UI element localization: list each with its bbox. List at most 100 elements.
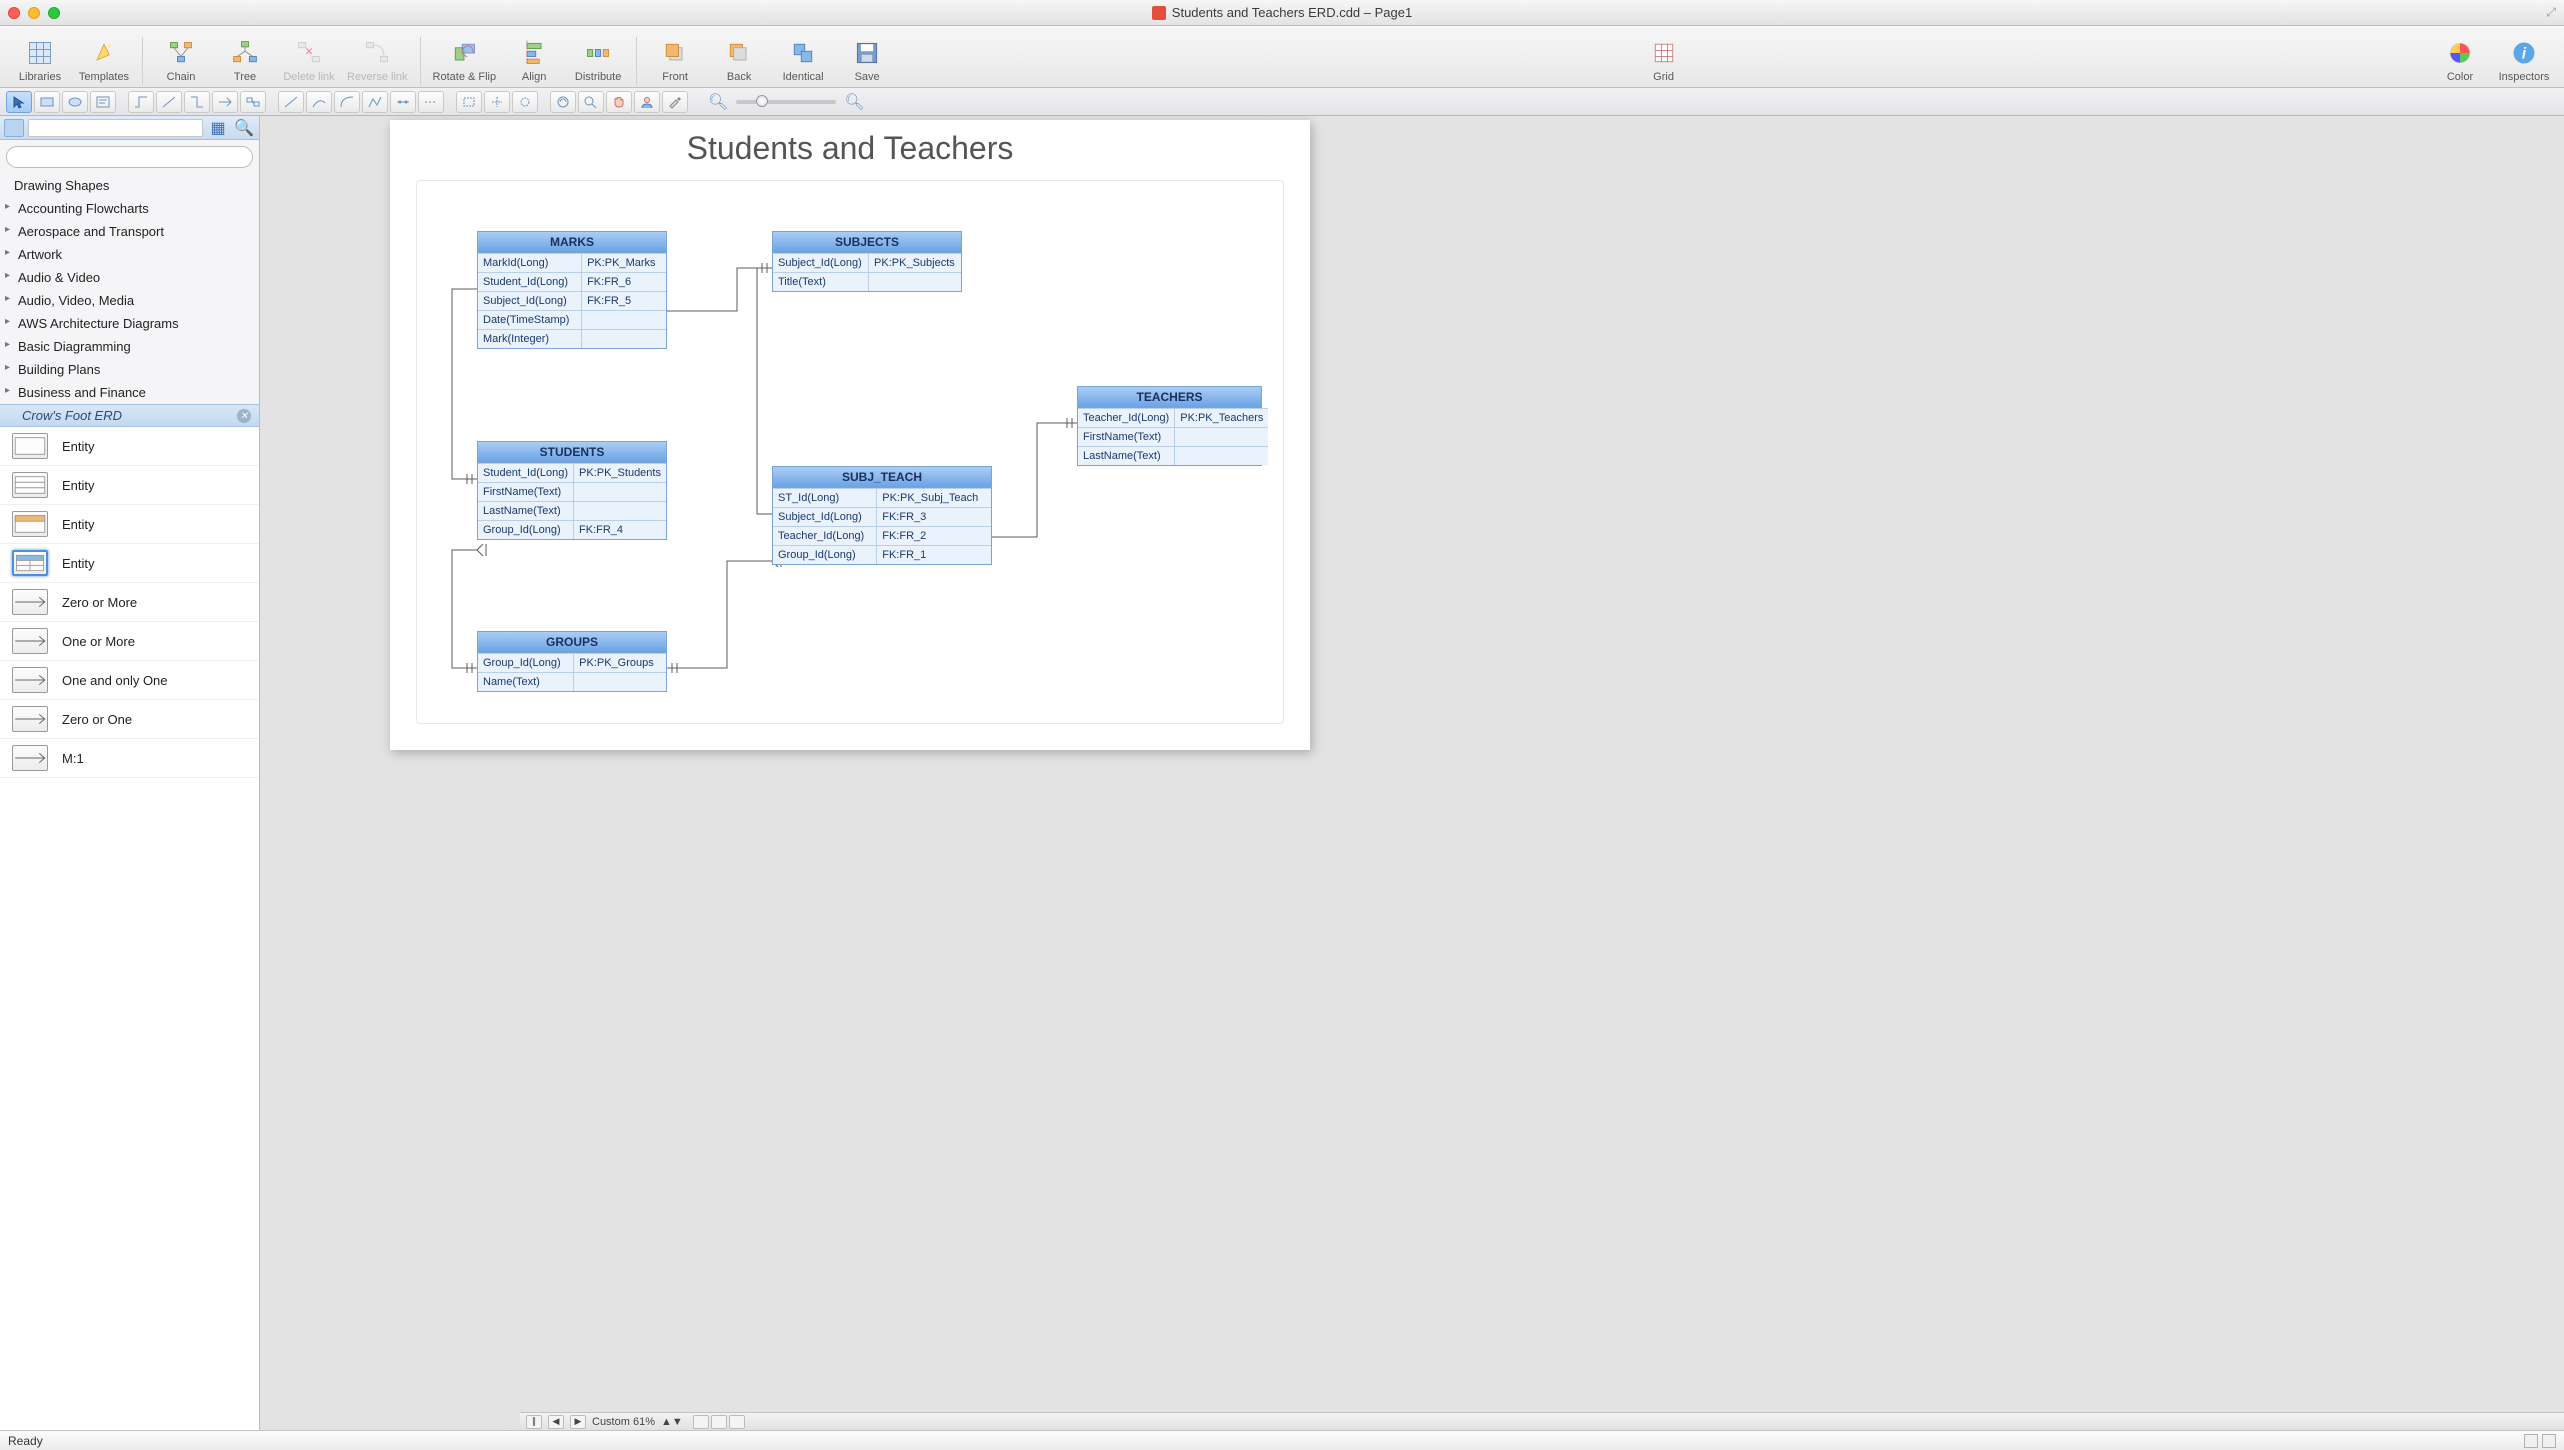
connector-5[interactable] <box>240 91 266 113</box>
snap-tool-1[interactable] <box>456 91 482 113</box>
shape-item[interactable]: One or More <box>0 622 259 661</box>
library-heading: Drawing Shapes <box>0 174 259 197</box>
page-prev-button[interactable]: ◀ <box>548 1415 564 1429</box>
connector-2[interactable] <box>156 91 182 113</box>
distribute-button[interactable]: Distribute <box>568 35 628 85</box>
color-button[interactable]: Color <box>2430 35 2490 85</box>
chain-button[interactable]: Chain <box>151 35 211 85</box>
rotate-flip-button[interactable]: Rotate & Flip <box>429 35 501 85</box>
ellipse-tool[interactable] <box>62 91 88 113</box>
connector-1[interactable] <box>128 91 154 113</box>
library-item[interactable]: Business and Finance <box>0 381 259 404</box>
shape-item[interactable]: Zero or One <box>0 700 259 739</box>
shape-item[interactable]: Zero or More <box>0 583 259 622</box>
statusbar: Ready <box>0 1430 2564 1450</box>
reverse-link-button[interactable]: Reverse link <box>343 35 412 85</box>
erd-key <box>582 311 666 330</box>
shape-item[interactable]: One and only One <box>0 661 259 700</box>
shape-item[interactable]: Entity <box>0 544 259 583</box>
line-tool-6[interactable] <box>418 91 444 113</box>
hand-tool[interactable] <box>606 91 632 113</box>
shape-label: Zero or One <box>62 712 132 727</box>
snap-tool-3[interactable] <box>512 91 538 113</box>
line-tool-4[interactable] <box>362 91 388 113</box>
layout-2[interactable] <box>711 1415 727 1429</box>
align-button[interactable]: Align <box>504 35 564 85</box>
search-icon[interactable]: 🔍 <box>233 119 255 137</box>
grid-view-icon[interactable]: ▦ <box>207 119 229 137</box>
erd-entity-subjects[interactable]: SUBJECTSSubject_Id(Long)PK:PK_SubjectsTi… <box>772 231 962 292</box>
grid-button[interactable]: Grid <box>1634 35 1694 85</box>
identical-button[interactable]: Identical <box>773 35 833 85</box>
library-search-input[interactable] <box>6 146 253 168</box>
connector-4[interactable] <box>212 91 238 113</box>
erd-key: PK:PK_Subjects <box>869 254 961 273</box>
library-item[interactable]: AWS Architecture Diagrams <box>0 312 259 335</box>
close-library-icon[interactable]: ✕ <box>237 409 251 423</box>
picker-tool[interactable] <box>662 91 688 113</box>
library-item[interactable]: Artwork <box>0 243 259 266</box>
canvas[interactable]: Students and Teachers MARKSMarkId(Long)P… <box>260 116 2564 1430</box>
layout-1[interactable] <box>693 1415 709 1429</box>
layout-3[interactable] <box>729 1415 745 1429</box>
line-tool-1[interactable] <box>278 91 304 113</box>
window-title: Students and Teachers ERD.cdd – Page1 <box>0 5 2564 20</box>
pointer-tool[interactable] <box>6 91 32 113</box>
status-icon-2[interactable] <box>2542 1434 2556 1448</box>
erd-entity-marks[interactable]: MARKSMarkId(Long)PK:PK_MarksStudent_Id(L… <box>477 231 667 349</box>
shape-item[interactable]: M:1 <box>0 739 259 778</box>
erd-field: LastName(Text) <box>478 502 574 521</box>
zoom-stepper[interactable]: ▲▼ <box>661 1416 683 1428</box>
zoom-tool[interactable] <box>578 91 604 113</box>
shape-label: One or More <box>62 634 135 649</box>
erd-entity-students[interactable]: STUDENTSStudent_Id(Long)PK:PK_StudentsFi… <box>477 441 667 540</box>
rect-tool[interactable] <box>34 91 60 113</box>
library-item[interactable]: Basic Diagramming <box>0 335 259 358</box>
tree-button[interactable]: Tree <box>215 35 275 85</box>
inspectors-button[interactable]: i Inspectors <box>2494 35 2554 85</box>
back-button[interactable]: Back <box>709 35 769 85</box>
tree-view-icon[interactable] <box>4 119 24 137</box>
front-button[interactable]: Front <box>645 35 705 85</box>
zoom-slider[interactable]: 🔍︎ 🔍︎ <box>708 92 865 112</box>
erd-key: FK:FR_5 <box>582 292 666 311</box>
shape-item[interactable]: Entity <box>0 427 259 466</box>
library-item[interactable]: Building Plans <box>0 358 259 381</box>
libraries-button[interactable]: Libraries <box>10 35 70 85</box>
save-button[interactable]: Save <box>837 35 897 85</box>
zoom-in-icon[interactable]: 🔍︎ <box>844 92 864 112</box>
erd-entity-header: SUBJ_TEACH <box>773 467 991 488</box>
shape-thumb <box>12 433 48 459</box>
erd-field: MarkId(Long) <box>478 254 582 273</box>
delete-link-button[interactable]: ✕ Delete link <box>279 35 339 85</box>
library-item[interactable]: Audio & Video <box>0 266 259 289</box>
page-pause-button[interactable]: ∥ <box>526 1415 542 1429</box>
user-tool[interactable] <box>634 91 660 113</box>
line-tool-2[interactable] <box>306 91 332 113</box>
line-tool-5[interactable] <box>390 91 416 113</box>
erd-entity-groups[interactable]: GROUPSGroup_Id(Long)PK:PK_GroupsName(Tex… <box>477 631 667 692</box>
erd-entity-teachers[interactable]: TEACHERSTeacher_Id(Long)PK:PK_TeachersFi… <box>1077 386 1262 466</box>
text-tool[interactable] <box>90 91 116 113</box>
view-tool-1[interactable] <box>550 91 576 113</box>
line-tool-3[interactable] <box>334 91 360 113</box>
sidebar-filter-input[interactable] <box>28 119 203 137</box>
shape-label: Entity <box>62 556 95 571</box>
library-item[interactable]: Accounting Flowcharts <box>0 197 259 220</box>
templates-button[interactable]: Templates <box>74 35 134 85</box>
connector-3[interactable] <box>184 91 210 113</box>
erd-field: Subject_Id(Long) <box>773 254 869 273</box>
shape-item[interactable]: Entity <box>0 505 259 544</box>
status-icon-1[interactable] <box>2524 1434 2538 1448</box>
erd-entity-subj_teach[interactable]: SUBJ_TEACHST_Id(Long)PK:PK_Subj_TeachSub… <box>772 466 992 565</box>
erd-field: Student_Id(Long) <box>478 464 574 483</box>
zoom-out-icon[interactable]: 🔍︎ <box>708 92 728 112</box>
snap-tool-2[interactable] <box>484 91 510 113</box>
library-item[interactable]: Aerospace and Transport <box>0 220 259 243</box>
erd-field: Teacher_Id(Long) <box>1078 409 1175 428</box>
shape-item[interactable]: Entity <box>0 466 259 505</box>
library-item[interactable]: Audio, Video, Media <box>0 289 259 312</box>
selected-library[interactable]: Crow's Foot ERD ✕ <box>0 404 259 427</box>
page-next-button[interactable]: ▶ <box>570 1415 586 1429</box>
shape-thumb <box>12 706 48 732</box>
